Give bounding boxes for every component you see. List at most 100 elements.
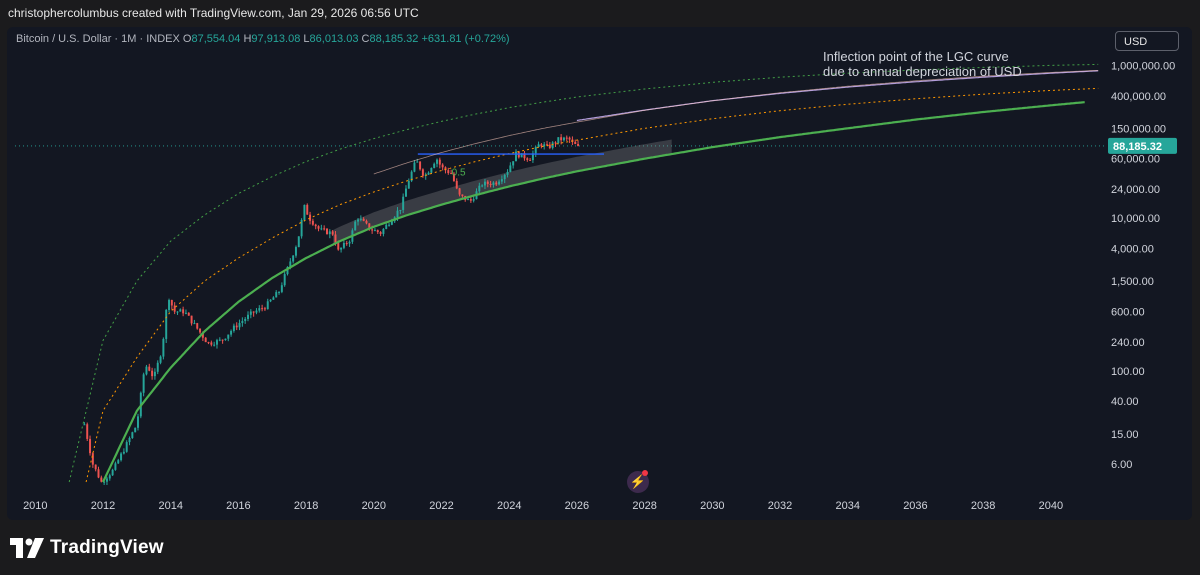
- x-tick-label: 2016: [226, 500, 250, 512]
- currency-button[interactable]: USD: [1115, 31, 1179, 51]
- candle: [306, 203, 309, 215]
- candle: [495, 180, 498, 187]
- candle: [187, 312, 190, 316]
- candle: [117, 458, 120, 464]
- candle: [199, 328, 202, 334]
- candle: [184, 309, 187, 315]
- candle: [241, 317, 244, 327]
- candle: [269, 299, 272, 303]
- candle: [317, 225, 320, 232]
- y-tick-label: 24,000.00: [1111, 184, 1160, 196]
- candle: [577, 140, 580, 147]
- low-value: 86,013.03: [309, 33, 359, 45]
- candle: [354, 220, 357, 231]
- y-tick-label: 150,000.00: [1111, 123, 1166, 135]
- brand-name: TradingView: [50, 537, 164, 558]
- candle: [128, 436, 131, 446]
- candle: [114, 461, 117, 471]
- candle: [97, 466, 100, 479]
- candle: [86, 422, 89, 441]
- candle: [213, 341, 216, 347]
- candle: [362, 217, 365, 222]
- candle: [252, 311, 255, 317]
- y-tick-label: 40.00: [1111, 396, 1139, 408]
- tradingview-brand[interactable]: TradingView: [10, 537, 164, 559]
- y-tick-label: 60,000.00: [1111, 154, 1160, 166]
- candle: [120, 452, 123, 462]
- candle: [498, 179, 501, 186]
- candle: [379, 231, 382, 237]
- candle: [342, 240, 345, 250]
- candle: [565, 135, 568, 142]
- candle: [486, 180, 489, 188]
- notification-dot: [642, 470, 648, 476]
- x-tick-label: 2018: [294, 500, 318, 512]
- candle: [309, 211, 312, 225]
- candle: [193, 319, 196, 325]
- y-tick-label: 4,000.00: [1111, 244, 1154, 256]
- candle: [159, 355, 162, 365]
- open-value: 87,554.04: [191, 33, 241, 45]
- candle: [534, 145, 537, 157]
- candle: [323, 225, 326, 231]
- candle: [357, 218, 360, 226]
- candle: [402, 193, 405, 214]
- x-tick-label: 2036: [903, 500, 927, 512]
- candle: [481, 184, 484, 188]
- candle: [455, 178, 458, 190]
- candle: [100, 475, 103, 483]
- candle: [320, 224, 323, 231]
- y-tick-label: 100.00: [1111, 366, 1145, 378]
- outer-highlight-curve: [373, 70, 1099, 175]
- candle: [560, 134, 563, 145]
- candle: [546, 140, 549, 146]
- candle: [562, 136, 565, 142]
- candle: [458, 187, 461, 197]
- candle: [523, 150, 526, 161]
- candle: [196, 322, 199, 330]
- candle: [382, 228, 385, 237]
- price-axis[interactable]: [1105, 27, 1192, 520]
- candle: [404, 185, 407, 197]
- candle: [300, 218, 303, 239]
- candle: [148, 363, 151, 372]
- candle: [419, 161, 422, 171]
- y-tick-label: 6.00: [1111, 459, 1132, 471]
- candle: [483, 178, 486, 190]
- lightning-icon[interactable]: ⚡: [627, 471, 649, 493]
- candle: [142, 372, 145, 397]
- candle: [162, 337, 165, 360]
- candle: [153, 368, 156, 380]
- candle: [249, 309, 252, 319]
- candle: [311, 218, 314, 226]
- price-chart[interactable]: 0.5 1,000,000.00 400,000.00 150,000.00 60,0…: [7, 27, 1192, 520]
- candle: [388, 222, 391, 227]
- candle: [94, 464, 97, 472]
- x-tick-label: 2040: [1039, 500, 1063, 512]
- x-tick-label: 2038: [971, 500, 995, 512]
- candle: [261, 304, 264, 312]
- candle: [359, 215, 362, 222]
- candle: [303, 204, 306, 222]
- candle: [506, 169, 509, 178]
- candle: [438, 157, 441, 169]
- candle: [134, 427, 137, 433]
- candle: [111, 468, 114, 476]
- fib-label: 0.5: [452, 168, 466, 179]
- y-tick-label: 15.00: [1111, 429, 1139, 441]
- open-label: O: [182, 33, 192, 45]
- candle: [529, 158, 532, 161]
- candle: [331, 230, 334, 236]
- candle: [255, 308, 258, 315]
- attribution-text: christophercolumbus created with Trading…: [8, 6, 419, 20]
- candle: [413, 160, 416, 173]
- chart-frame[interactable]: 0.5 1,000,000.00 400,000.00 150,000.00 60,0…: [7, 27, 1192, 520]
- y-tick-label: 10,000.00: [1111, 213, 1160, 225]
- candle: [551, 141, 554, 150]
- candle: [292, 255, 295, 264]
- mid-curve: [85, 87, 1099, 483]
- candle: [173, 302, 176, 315]
- close-label: C: [361, 33, 370, 45]
- last-price-tag: 88,185.32: [1108, 137, 1177, 154]
- candle: [385, 222, 388, 230]
